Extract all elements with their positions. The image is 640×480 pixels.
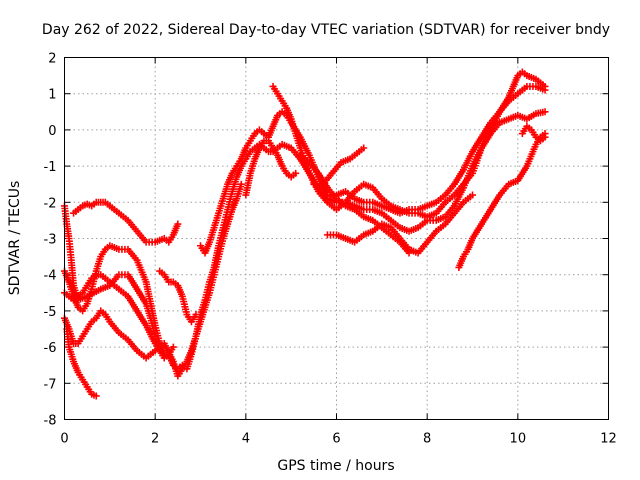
plus-marker [469, 191, 476, 199]
plus-marker [192, 311, 200, 319]
series-10 [323, 191, 476, 257]
plus-marker [541, 108, 549, 116]
y-tick-label: -3 [44, 233, 57, 248]
x-tick-label: 4 [242, 432, 250, 447]
series-14 [518, 122, 549, 145]
x-tick-label: 10 [510, 432, 527, 447]
x-tick-label: 8 [423, 432, 431, 447]
y-tick-label: -1 [44, 160, 57, 175]
plus-marker [405, 249, 413, 257]
plus-marker [92, 392, 100, 400]
y-axis-label: SDTVAR / TECUs [7, 181, 23, 296]
x-tick-label: 0 [60, 432, 68, 447]
x-tick-label: 2 [151, 432, 159, 447]
y-tick-labels: -8 -7 -6 -5 -4 -3 -2 -1 0 1 2 [44, 52, 57, 429]
x-tick-labels: 0 2 4 6 8 10 12 [60, 432, 616, 447]
plus-marker [174, 220, 182, 228]
plot-frame [64, 57, 609, 420]
plus-marker [237, 180, 245, 188]
y-tick-label: -5 [44, 305, 57, 320]
series-7 [156, 267, 200, 326]
y-tick-label: -4 [44, 269, 57, 284]
grid-lines [64, 57, 609, 420]
plus-marker [360, 144, 368, 152]
axis-ticks [64, 57, 609, 420]
y-tick-label: 0 [48, 124, 56, 139]
plus-marker [541, 133, 549, 141]
series-13 [455, 130, 549, 271]
x-tick-label: 6 [332, 432, 340, 447]
series-2 [61, 180, 245, 380]
series-4 [61, 271, 164, 355]
y-tick-label: -6 [44, 341, 57, 356]
x-axis-label: GPS time / hours [277, 458, 394, 474]
plus-marker [169, 343, 177, 351]
y-tick-label: -2 [44, 196, 57, 211]
plus-marker [292, 169, 300, 177]
y-tick-label: 1 [48, 88, 56, 103]
y-tick-label: -7 [44, 377, 57, 392]
series-9 [269, 68, 549, 221]
series-15 [242, 137, 300, 199]
data-markers [61, 68, 549, 400]
x-tick-label: 12 [600, 432, 617, 447]
series-6 [70, 198, 182, 246]
chart-title: Day 262 of 2022, Sidereal Day-to-day VTE… [42, 22, 610, 38]
plus-marker [541, 82, 549, 90]
y-tick-label: 2 [48, 52, 56, 67]
plus-marker [156, 347, 164, 355]
series-12 [296, 151, 413, 257]
y-tick-label: -8 [44, 414, 57, 429]
